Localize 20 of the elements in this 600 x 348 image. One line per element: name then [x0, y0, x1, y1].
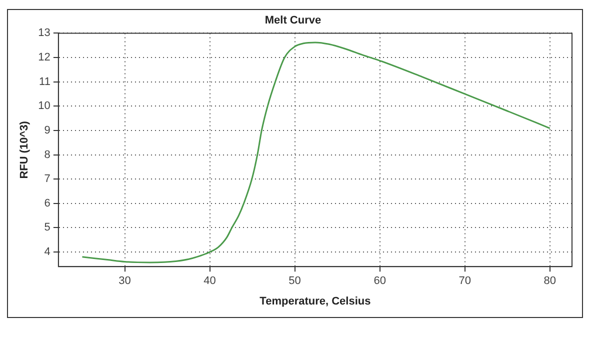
x-tick-label: 70	[458, 275, 471, 288]
x-tick-label: 40	[204, 275, 216, 288]
x-tick-label: 30	[118, 275, 131, 288]
chart-title: Melt Curve	[264, 14, 322, 27]
x-tick-label: 50	[288, 275, 301, 288]
y-tick-label: 13	[38, 27, 50, 40]
y-tick-label: 7	[44, 173, 50, 186]
x-axis-title: Temperature, Celsius	[260, 295, 371, 308]
y-tick-label: 11	[39, 76, 50, 88]
y-tick-label: 9	[44, 124, 50, 136]
y-axis-title: RFU (10^3)	[18, 120, 31, 179]
y-tick-label: 12	[38, 52, 50, 64]
y-tick-label: 5	[44, 222, 50, 234]
line-series	[81, 42, 551, 264]
x-tick-label: 80	[544, 275, 556, 288]
y-tick-label: 8	[44, 148, 50, 161]
x-tick-label: 60	[374, 275, 386, 288]
y-tick-label: 4	[44, 246, 50, 258]
y-tick-label: 6	[44, 197, 50, 210]
y-tick-label: 10	[38, 100, 50, 112]
